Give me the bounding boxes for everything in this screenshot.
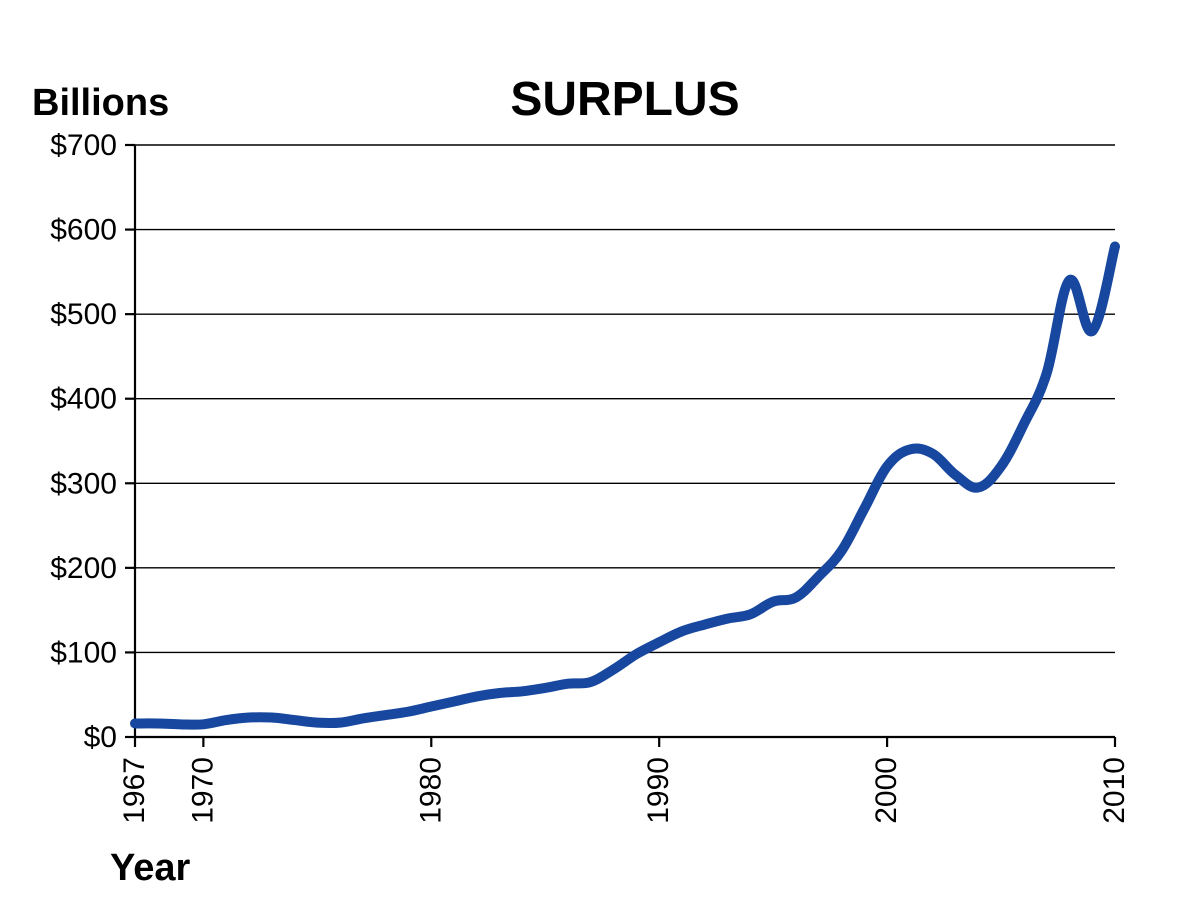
y-tick-label: $600	[50, 214, 117, 247]
x-tick-label: 1980	[414, 757, 447, 824]
chart-title: SURPLUS	[510, 73, 739, 126]
y-tick-label: $0	[84, 721, 117, 754]
y-tick-label: $400	[50, 383, 117, 416]
y-tick-label: $200	[50, 552, 117, 585]
y-tick-label: $700	[50, 129, 117, 162]
chart-background	[0, 0, 1192, 918]
x-axis-title: Year	[110, 847, 191, 889]
x-tick-label: 1990	[642, 757, 675, 824]
y-tick-label: $500	[50, 298, 117, 331]
x-tick-label: 1970	[186, 757, 219, 824]
x-tick-label: 2000	[870, 757, 903, 824]
x-tick-label: 1967	[118, 757, 151, 824]
x-tick-label: 2010	[1098, 757, 1131, 824]
y-axis-title: Billions	[32, 82, 169, 124]
y-tick-label: $300	[50, 467, 117, 500]
y-tick-label: $100	[50, 636, 117, 669]
chart-svg: $0 $100 $200 $300 $400 $500 $600 $700 1967 1970 19…	[0, 0, 1192, 918]
surplus-chart: $0 $100 $200 $300 $400 $500 $600 $700 1967 1970 19…	[0, 0, 1192, 918]
